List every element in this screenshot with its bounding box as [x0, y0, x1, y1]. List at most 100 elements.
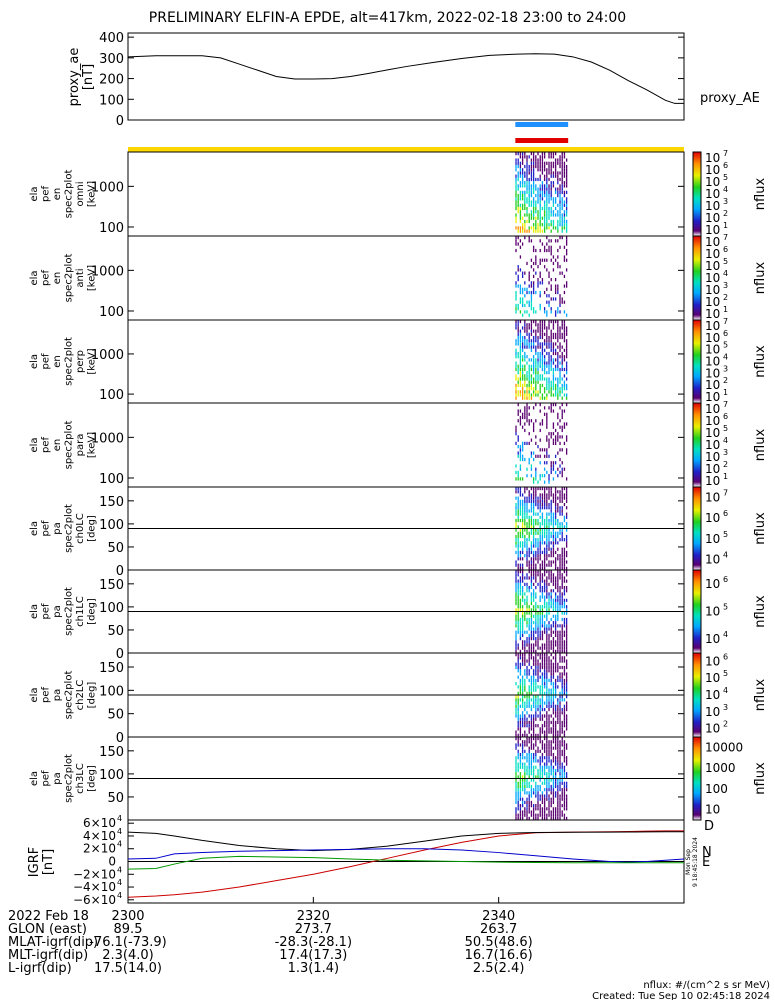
- spectrogram-cell: [564, 213, 565, 216]
- spectrogram-cell: [548, 599, 549, 602]
- spectrogram-cell: [518, 516, 519, 519]
- spectrogram-cell: [564, 743, 565, 746]
- spectrogram-cell: [537, 544, 538, 547]
- spectrogram-cell: [562, 197, 563, 200]
- spectrogram-cell: [564, 647, 565, 650]
- spectrogram-cell: [546, 711, 547, 714]
- spectrogram-cell: [566, 184, 567, 187]
- spectrogram-cell: [566, 330, 567, 333]
- spectrogram-cell: [548, 323, 549, 326]
- spectrogram-cell: [544, 265, 545, 268]
- spectrogram-cell: [537, 519, 538, 522]
- spectrogram-cell: [529, 763, 530, 766]
- spectrogram-cell: [546, 794, 547, 797]
- spectrogram-cell: [557, 705, 558, 708]
- colorbar-label: nflux: [753, 262, 768, 295]
- spectrogram-cell: [515, 807, 516, 810]
- spectrogram-cell: [564, 255, 565, 258]
- spectrogram-cell: [537, 621, 538, 624]
- colorbar-tick-label: 10: [705, 283, 720, 297]
- spectrogram-cell: [518, 750, 519, 753]
- spectrogram-cell: [537, 278, 538, 281]
- spectrogram-cell: [559, 740, 560, 743]
- spectrogram-cell: [562, 535, 563, 538]
- spectrogram-cell: [524, 330, 525, 333]
- spectrogram-cell: [518, 766, 519, 769]
- panel-ylabel: spec2plot: [64, 170, 75, 219]
- spectrogram-cell: [537, 557, 538, 560]
- spectrogram-cell: [564, 384, 565, 387]
- spectrogram-cell: [546, 204, 547, 207]
- spectrogram-cell: [562, 798, 563, 801]
- spectrogram-cell: [559, 727, 560, 730]
- spectrogram-cell: [542, 747, 543, 750]
- spectrogram-cell: [518, 278, 519, 281]
- spectrogram-cell: [566, 580, 567, 583]
- ae-ytick-label: 0: [116, 114, 124, 129]
- spectrogram-cell: [544, 672, 545, 675]
- spectrogram-cell: [542, 184, 543, 187]
- spectrogram-cell: [518, 451, 519, 454]
- spectrogram-cell: [533, 155, 534, 158]
- spectrogram-cell: [562, 583, 563, 586]
- spectrogram-cell: [537, 750, 538, 753]
- spectrogram-cell: [553, 624, 554, 627]
- spectrogram-cell: [553, 602, 554, 605]
- colorbar-tick-label: 10: [705, 295, 720, 309]
- spectrogram-cell: [544, 474, 545, 477]
- spectrogram-cell: [515, 393, 516, 396]
- colorbar-tick-exponent: 5: [723, 257, 728, 266]
- spectrogram-cell: [553, 801, 554, 804]
- spectrogram-cell: [531, 455, 532, 458]
- spectrogram-cell: [524, 393, 525, 396]
- spectrogram-cell: [566, 659, 567, 662]
- spectrogram-cell: [531, 583, 532, 586]
- spectrogram-cell: [548, 191, 549, 194]
- spectrogram-cell: [542, 500, 543, 503]
- panel-ylabel: pa: [52, 522, 63, 534]
- spectrogram-cell: [515, 801, 516, 804]
- spectrogram-cell: [531, 631, 532, 634]
- spectrogram-cell: [520, 672, 521, 675]
- spectrogram-cell: [546, 772, 547, 775]
- spectrogram-cell: [515, 621, 516, 624]
- spectrogram-cell: [559, 711, 560, 714]
- spectrogram-cell: [524, 721, 525, 724]
- spectrogram-cell: [524, 194, 525, 197]
- spectrogram-cell: [551, 368, 552, 371]
- spectrogram-cell: [526, 756, 527, 759]
- spectrogram-cell: [524, 497, 525, 500]
- spectrogram-cell: [520, 541, 521, 544]
- spectrogram-cell: [553, 349, 554, 352]
- spectrogram-cell: [520, 458, 521, 461]
- spectrogram-cell: [540, 346, 541, 349]
- spectrogram-cell: [533, 807, 534, 810]
- spectrogram-cell: [566, 647, 567, 650]
- spectrogram-cell: [551, 191, 552, 194]
- spectrogram-cell: [535, 580, 536, 583]
- spectrogram-cell: [537, 804, 538, 807]
- spectrogram-cell: [546, 669, 547, 672]
- spectrogram-cell: [537, 281, 538, 284]
- spectrogram-cell: [562, 596, 563, 599]
- spectrogram-cell: [535, 455, 536, 458]
- spectrogram-cell: [537, 807, 538, 810]
- spectrogram-cell: [524, 165, 525, 168]
- spectrogram-cell: [553, 756, 554, 759]
- spectrogram-cell: [559, 406, 560, 409]
- spectrogram-cell: [526, 175, 527, 178]
- spectrogram-cell: [544, 769, 545, 772]
- spectrogram-cell: [529, 200, 530, 203]
- spectrogram-cell: [522, 753, 523, 756]
- spectrogram-cell: [540, 461, 541, 464]
- spectrogram-cell: [526, 184, 527, 187]
- spectrogram-cell: [542, 278, 543, 281]
- spectrogram-cell: [548, 336, 549, 339]
- spectrogram-cell: [520, 743, 521, 746]
- spectrogram-cell: [564, 516, 565, 519]
- spectrogram-cell: [555, 782, 556, 785]
- spectrogram-cell: [566, 387, 567, 390]
- spectrogram-cell: [551, 596, 552, 599]
- panel-ytick-label: 50: [107, 541, 124, 556]
- spectrogram-cell: [529, 766, 530, 769]
